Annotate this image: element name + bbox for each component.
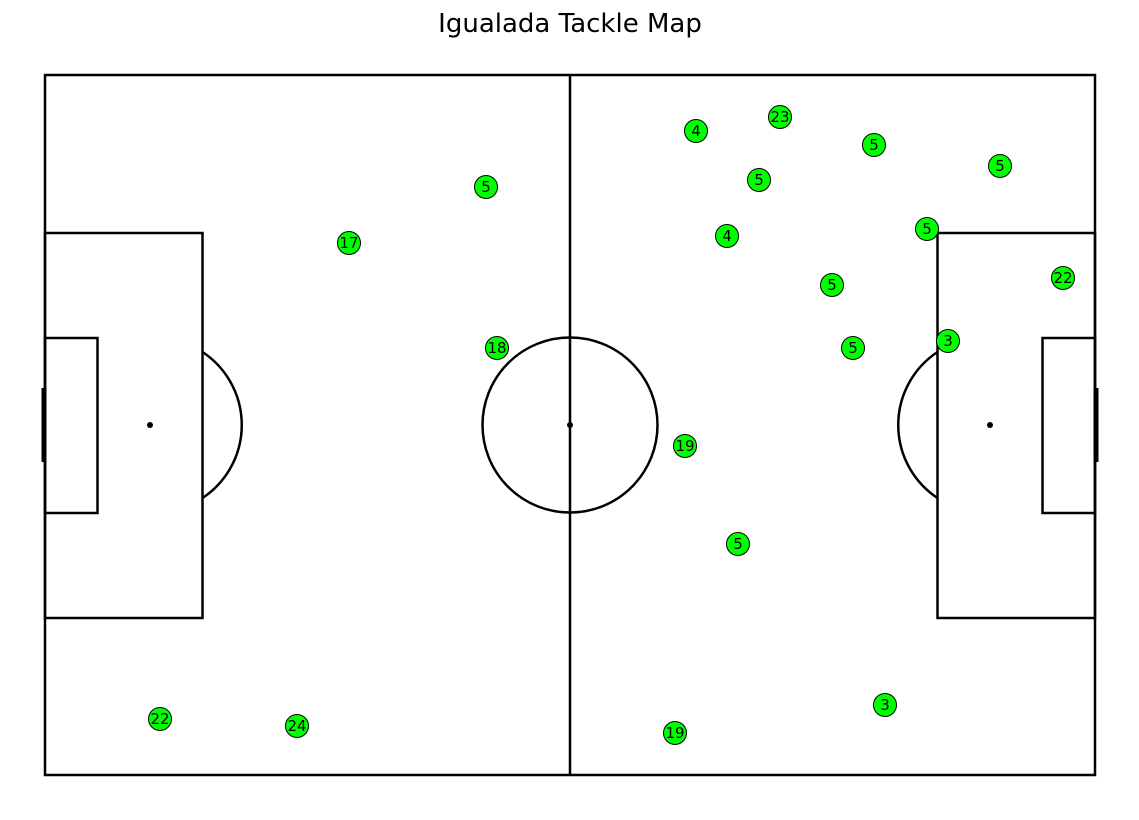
tackle-marker: [873, 693, 897, 717]
tackle-player-number: 5: [922, 220, 932, 238]
tackle-marker: [936, 329, 960, 353]
tackle-point: 22: [148, 707, 172, 731]
tackle-player-number: 5: [754, 171, 764, 189]
right-six-yard-box: [1041, 336, 1097, 515]
tackle-marker: [474, 175, 498, 199]
right-penalty-area: [936, 231, 1097, 620]
tackle-marker: [862, 133, 886, 157]
tackle-marker: [663, 721, 687, 745]
tackle-point: 23: [768, 105, 792, 129]
tackle-player-number: 22: [150, 710, 169, 728]
tackle-player-number: 3: [880, 696, 890, 714]
tackle-player-number: 4: [722, 227, 732, 245]
tackle-point: 4: [684, 119, 708, 143]
tackle-point: 22: [1051, 266, 1075, 290]
tackle-point: 4: [715, 224, 739, 248]
left-six-yard-box: [43, 336, 99, 515]
tackle-marker: [820, 273, 844, 297]
left-penalty-arc: [201, 350, 243, 500]
tackle-point: 5: [820, 273, 844, 297]
tackle-points: 5 17 18 22 24 4 23 5 5 5 4 5 22 5 5 3 19 5 3 19: [148, 105, 1075, 745]
tackle-player-number: 22: [1053, 269, 1072, 287]
tackle-player-number: 4: [691, 122, 701, 140]
tackle-point: 3: [873, 693, 897, 717]
tackle-point: 24: [285, 714, 309, 738]
tackle-player-number: 5: [733, 535, 743, 553]
tackle-player-number: 5: [481, 178, 491, 196]
tackle-point: 19: [673, 434, 697, 458]
tackle-marker: [148, 707, 172, 731]
tackle-marker: [1051, 266, 1075, 290]
left-penalty-spot: [147, 422, 153, 428]
center-spot: [567, 422, 573, 428]
tackle-marker: [337, 231, 361, 255]
tackle-marker: [673, 434, 697, 458]
tackle-marker: [285, 714, 309, 738]
tackle-marker: [988, 154, 1012, 178]
right-penalty-spot: [987, 422, 993, 428]
tackle-point: 5: [988, 154, 1012, 178]
chart-title: Igualada Tackle Map: [438, 9, 702, 39]
tackle-marker: [485, 336, 509, 360]
tackle-player-number: 24: [287, 717, 306, 735]
tackle-marker: [726, 532, 750, 556]
tackle-point: 19: [663, 721, 687, 745]
tackle-player-number: 19: [675, 437, 694, 455]
right-penalty-arc: [897, 350, 939, 500]
tackle-player-number: 3: [943, 332, 953, 350]
center-circle: [481, 336, 659, 514]
left-penalty-area: [43, 231, 204, 620]
tackle-player-number: 5: [827, 276, 837, 294]
tackle-point: 3: [936, 329, 960, 353]
tackle-point: 5: [726, 532, 750, 556]
tackle-marker: [747, 168, 771, 192]
tackle-marker: [915, 217, 939, 241]
tackle-player-number: 17: [339, 234, 358, 252]
tackle-player-number: 19: [665, 724, 684, 742]
tackle-point: 18: [485, 336, 509, 360]
tackle-point: 17: [337, 231, 361, 255]
pitch: [41, 73, 1099, 777]
tackle-player-number: 5: [848, 339, 858, 357]
tackle-point: 5: [747, 168, 771, 192]
tackle-point: 5: [862, 133, 886, 157]
tackle-player-number: 5: [869, 136, 879, 154]
tackle-point: 5: [841, 336, 865, 360]
tackle-marker: [684, 119, 708, 143]
tackle-marker: [841, 336, 865, 360]
tackle-point: 5: [915, 217, 939, 241]
tackle-player-number: 5: [995, 157, 1005, 175]
tackle-point: 5: [474, 175, 498, 199]
tackle-marker: [768, 105, 792, 129]
tackle-player-number: 18: [487, 339, 506, 357]
tackle-marker: [715, 224, 739, 248]
tackle-player-number: 23: [770, 108, 789, 126]
